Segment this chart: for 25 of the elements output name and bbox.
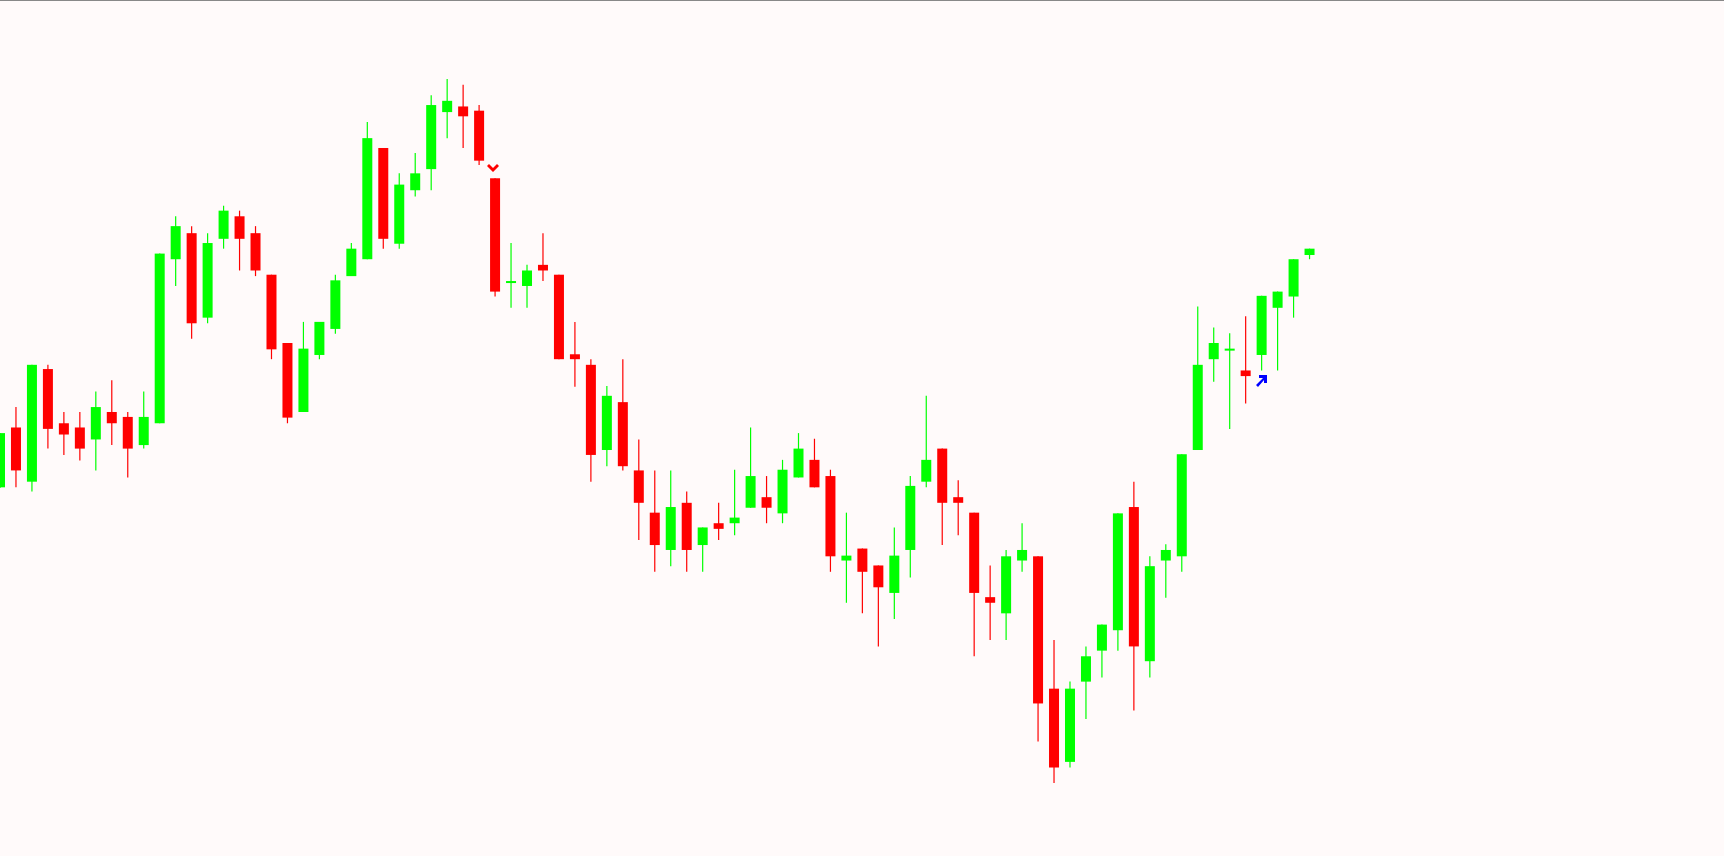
candlestick bbox=[58, 411, 69, 456]
candlestick bbox=[106, 379, 117, 446]
candlestick bbox=[506, 242, 517, 309]
candlestick bbox=[873, 564, 884, 648]
candlestick bbox=[234, 210, 245, 272]
candlestick bbox=[1160, 543, 1171, 599]
candlestick bbox=[921, 395, 932, 488]
candlestick bbox=[953, 479, 964, 536]
candlestick bbox=[522, 264, 533, 309]
candlestick bbox=[74, 411, 85, 462]
candlestick bbox=[841, 512, 852, 604]
candlestick bbox=[985, 564, 996, 641]
candlestick bbox=[1017, 522, 1028, 573]
candlestick bbox=[458, 84, 469, 149]
candlestick bbox=[1272, 291, 1283, 372]
candlestick bbox=[713, 502, 724, 541]
candlestick bbox=[1224, 332, 1235, 430]
candlestick bbox=[442, 78, 453, 139]
candlestick bbox=[1208, 326, 1219, 383]
candlestick bbox=[410, 152, 421, 198]
candlestick bbox=[569, 321, 580, 388]
candlestick bbox=[697, 526, 708, 573]
candlestick bbox=[857, 547, 868, 614]
candlestick bbox=[1240, 315, 1251, 405]
candlestick bbox=[761, 475, 772, 524]
